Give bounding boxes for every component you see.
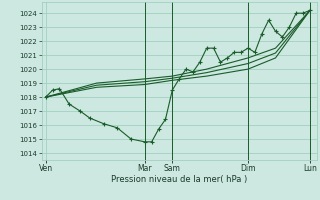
- X-axis label: Pression niveau de la mer( hPa ): Pression niveau de la mer( hPa ): [111, 175, 247, 184]
